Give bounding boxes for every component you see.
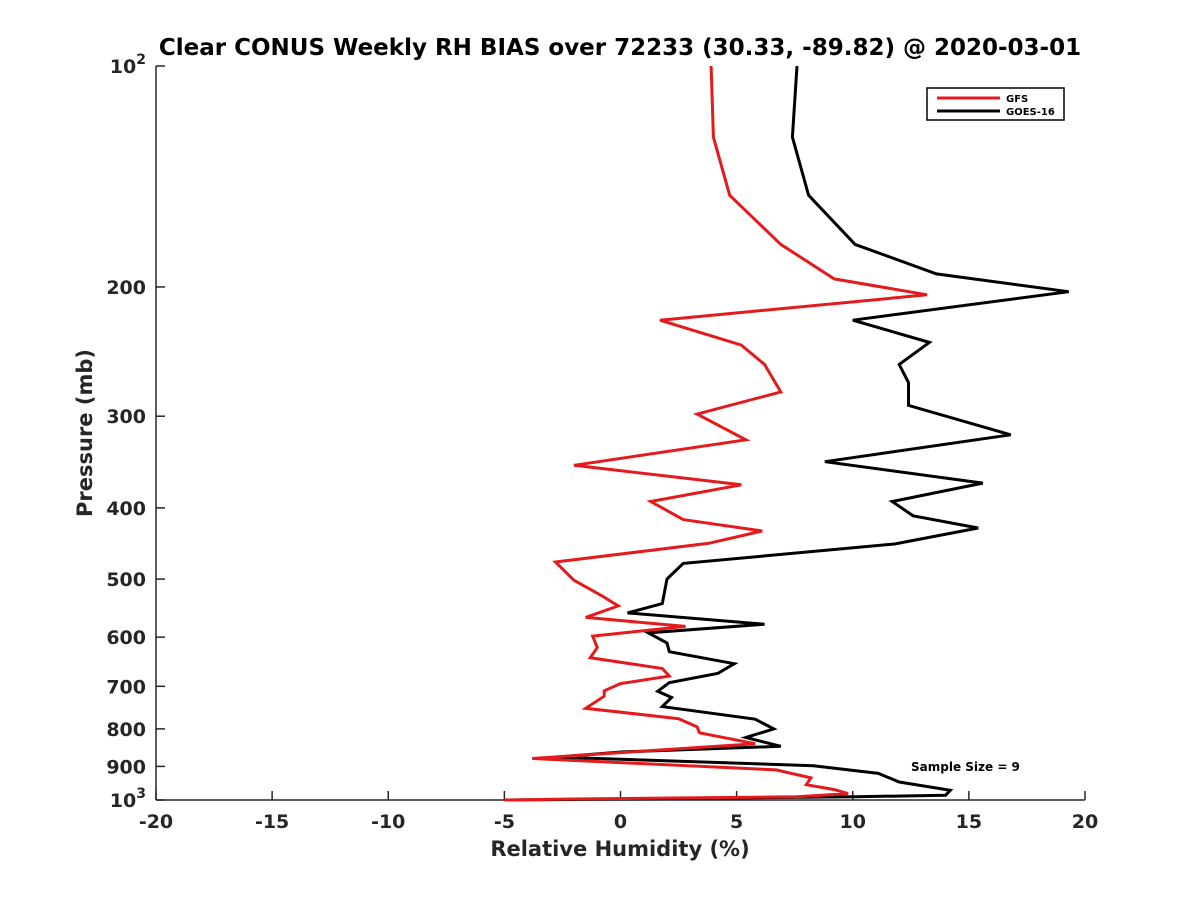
x-tick-label: 10 [840,811,866,833]
y-tick-label: 400 [106,498,146,520]
y-tick-label: 900 [106,756,146,778]
x-tick-label: 5 [730,811,743,833]
x-axis-label: Relative Humidity (%) [490,837,749,861]
chart-title: Clear CONUS Weekly RH BIAS over 72233 (3… [159,35,1081,61]
legend-label: GFS [1006,94,1028,105]
series-line-gfs [504,65,928,802]
y-axis-ticks: 102 200 300 400 500 600 700 800 900 103 [106,52,165,812]
x-tick-label: -10 [371,811,405,833]
legend: GFS GOES-16 [926,87,1065,121]
x-axis-ticks: -20 -15 -10 -5 0 5 10 15 20 [139,791,1098,833]
x-tick-label: -15 [255,811,289,833]
series-layer [504,65,1069,802]
y-tick-label: 103 [110,786,146,812]
x-tick-label: 20 [1072,811,1098,833]
y-tick-label: 700 [106,676,146,698]
y-tick-label: 800 [106,719,146,741]
series-line-goes-16 [508,65,1069,802]
sample-size-annotation: Sample Size = 9 [911,760,1020,774]
y-tick-label: 500 [106,569,146,591]
plot-area [155,66,1085,801]
x-tick-label: -5 [494,811,515,833]
x-tick-label: -20 [139,811,173,833]
y-tick-label: 200 [106,277,146,299]
y-tick-label: 300 [106,406,146,428]
y-axis-label: Pressure (mb) [73,349,97,517]
y-tick-label: 600 [106,627,146,649]
legend-label: GOES-16 [1006,107,1055,118]
x-tick-label: 15 [956,811,982,833]
legend-box [926,87,1065,121]
y-tick-label: 102 [110,52,146,78]
x-tick-label: 0 [614,811,627,833]
